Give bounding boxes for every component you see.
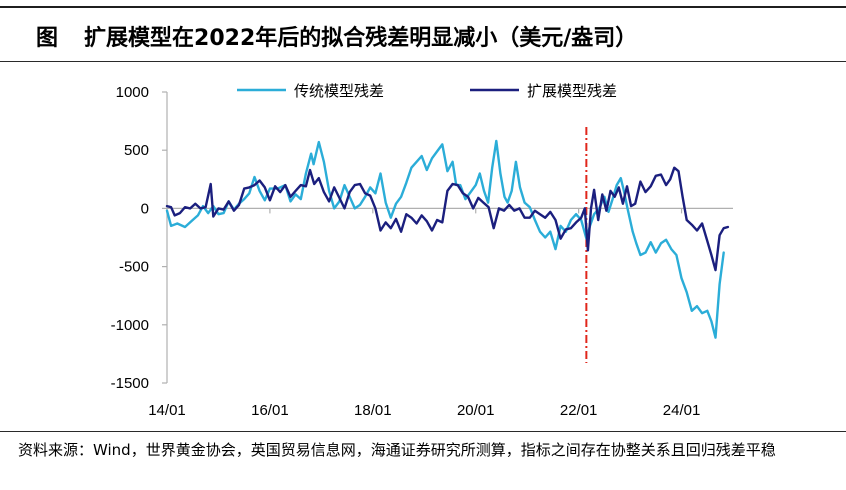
- source-note: 资料来源：Wind，世界黄金协会，英国贸易信息网，海通证券研究所测算，指标之间存…: [18, 441, 776, 459]
- x-tick-label: 14/01: [148, 402, 186, 419]
- top-rule: [0, 6, 846, 8]
- legend-label: 扩展模型残差: [527, 83, 617, 100]
- figure-title-text: 扩展模型在2022年后的拟合残差明显减小（美元/盎司）: [84, 26, 638, 51]
- y-tick-label: 0: [141, 200, 149, 217]
- figure-title: 图扩展模型在2022年后的拟合残差明显减小（美元/盎司）: [36, 20, 637, 52]
- source-divider: [0, 431, 846, 432]
- y-tick-label: -1500: [111, 375, 149, 392]
- y-tick-label: 1000: [116, 84, 149, 101]
- series-group: [165, 139, 730, 339]
- y-tick-label: 500: [124, 142, 149, 159]
- series-line-extended: [165, 166, 730, 272]
- x-tick-label: 18/01: [354, 402, 392, 419]
- y-tick-label: -500: [119, 259, 149, 276]
- chart-axes: 1000 500 0 -500 -1000 -1500 14/01 16/01 18/01 20/…: [111, 84, 733, 419]
- x-tick-label: 20/01: [457, 402, 495, 419]
- residual-chart: 1000 500 0 -500 -1000 -1500 14/01 16/01 18/01 20/…: [111, 83, 733, 419]
- x-tick-label: 22/01: [560, 402, 598, 419]
- title-divider: [0, 61, 846, 62]
- figure-label: 图: [36, 26, 59, 51]
- y-tick-label: -1000: [111, 317, 149, 334]
- x-tick-label: 16/01: [251, 402, 289, 419]
- legend-label: 传统模型残差: [294, 83, 384, 100]
- chart-legend: 传统模型残差 扩展模型残差: [237, 83, 617, 100]
- x-tick-label: 24/01: [663, 402, 701, 419]
- series-line-traditional: [165, 139, 725, 339]
